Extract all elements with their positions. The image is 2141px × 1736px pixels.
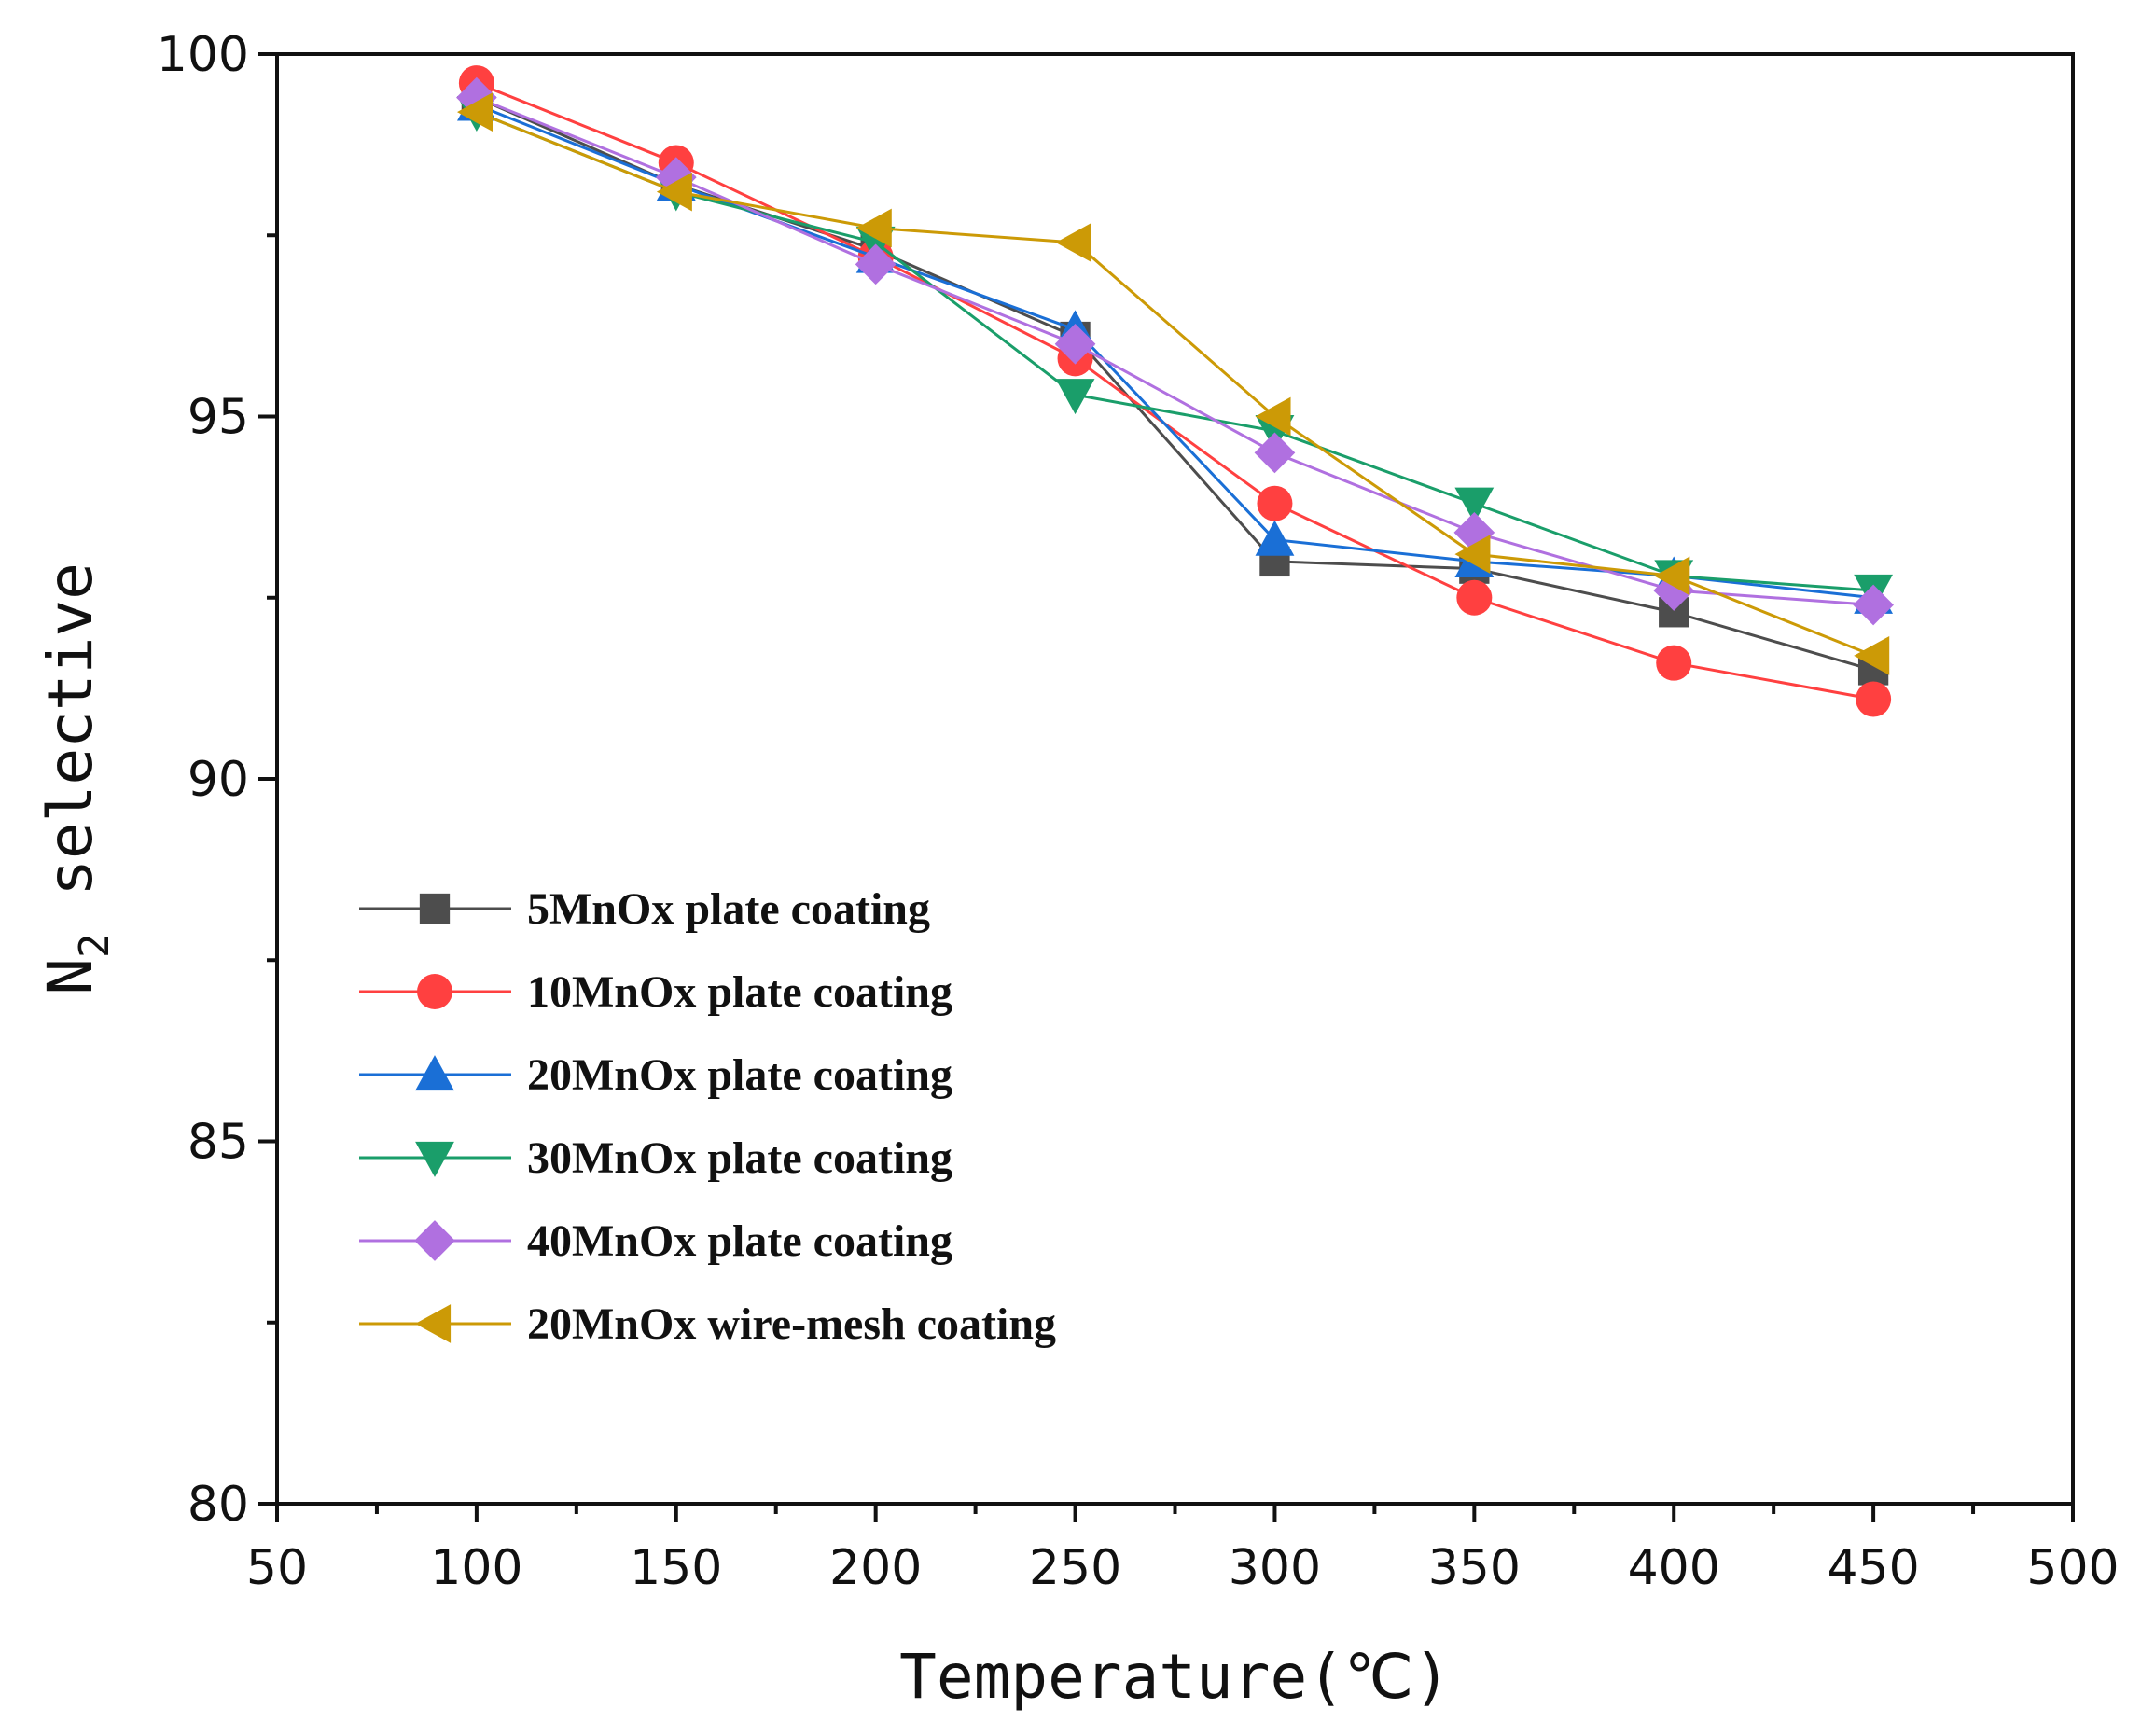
data-point (1854, 636, 1890, 675)
legend-label: 5MnOx plate coating (527, 884, 930, 934)
legend-marker (419, 893, 451, 924)
data-point (1255, 396, 1291, 437)
x-tick-label: 50 (246, 1540, 308, 1596)
x-axis-title: Temperature(℃) (899, 1641, 1451, 1713)
axis-ticks (258, 52, 2075, 1522)
data-point (1054, 323, 1096, 365)
series-line (476, 110, 1874, 658)
x-tick-labels: 50 100 150 200 250 300 350 400 450 500 (246, 1540, 2120, 1596)
data-point (1856, 681, 1892, 717)
legend-item: 40MnOx plate coating (359, 1216, 952, 1266)
legend-marker (415, 1304, 452, 1343)
legend-marker (417, 974, 452, 1009)
data-point (456, 76, 497, 118)
series-layer (456, 65, 1894, 717)
y-tick-label: 85 (188, 1115, 249, 1171)
x-tick-label: 250 (1029, 1540, 1121, 1596)
data-point (1454, 535, 1491, 575)
data-point (456, 92, 493, 132)
legend-label: 40MnOx plate coating (527, 1216, 952, 1266)
x-tick-label: 450 (1827, 1540, 1919, 1596)
legend-item: 5MnOx plate coating (359, 884, 930, 934)
x-tick-label: 400 (1628, 1540, 1720, 1596)
legend-item: 30MnOx plate coating (359, 1133, 952, 1183)
data-point (855, 243, 897, 285)
legend-label: 30MnOx plate coating (527, 1133, 952, 1183)
data-point (1853, 584, 1894, 626)
series-line (476, 81, 1874, 701)
legend-item: 20MnOx wire-mesh coating (359, 1299, 1056, 1349)
x-tick-label: 300 (1229, 1540, 1321, 1596)
x-tick-label: 500 (2026, 1540, 2119, 1596)
data-point (656, 172, 692, 212)
data-point (1254, 432, 1296, 474)
legend-item: 20MnOx plate coating (359, 1050, 952, 1100)
legend-marker (415, 1055, 454, 1091)
data-point (1654, 556, 1690, 596)
data-point (1656, 645, 1692, 681)
x-tick-label: 150 (630, 1540, 722, 1596)
y-axis-title-rest: selective (35, 562, 106, 933)
series-6 (456, 92, 1890, 675)
legend-label: 10MnOx plate coating (527, 967, 952, 1017)
y-tick-labels: 80 85 90 95 100 (157, 27, 249, 1533)
series-line (476, 96, 1874, 607)
x-tick-label: 200 (829, 1540, 922, 1596)
legend-label: 20MnOx wire-mesh coating (527, 1299, 1056, 1349)
data-point (1257, 485, 1293, 521)
y-tick-label: 90 (188, 752, 249, 808)
data-point (1055, 379, 1095, 415)
data-point (855, 208, 892, 248)
data-point (1454, 487, 1495, 523)
y-axis-title-subscript: 2 (71, 934, 118, 959)
x-tick-label: 350 (1428, 1540, 1521, 1596)
y-axis-title-main: N (35, 958, 106, 995)
legend-marker (414, 1220, 455, 1261)
y-axis-title: N2 selective (35, 562, 118, 995)
y-tick-label: 95 (188, 390, 249, 446)
legend-item: 10MnOx plate coating (359, 967, 952, 1017)
legend: 5MnOx plate coating 10MnOx plate coating 2… (359, 884, 1056, 1349)
legend-marker (415, 1141, 454, 1177)
plot-frame (275, 52, 2075, 1506)
series-line (476, 110, 1874, 592)
data-point (1255, 520, 1295, 556)
legend-label: 20MnOx plate coating (527, 1050, 952, 1100)
y-tick-label: 80 (188, 1477, 249, 1533)
y-tick-label: 100 (157, 27, 249, 83)
data-point (1456, 579, 1493, 616)
data-point (1055, 223, 1091, 262)
x-tick-label: 100 (430, 1540, 522, 1596)
